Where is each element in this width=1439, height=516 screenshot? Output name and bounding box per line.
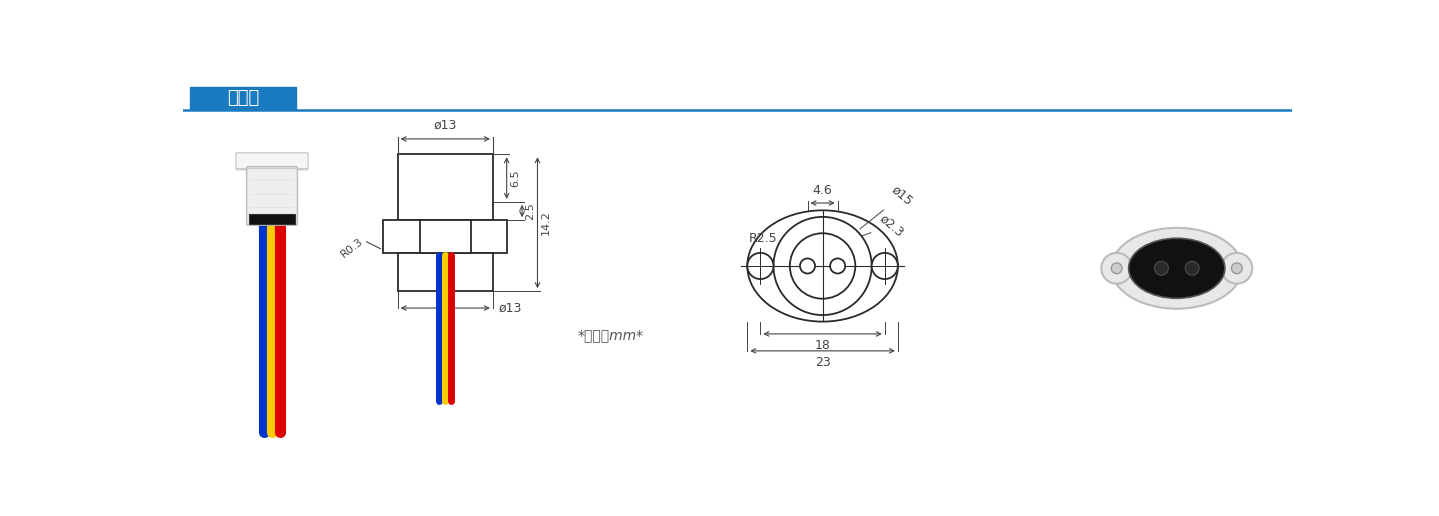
Bar bbox=[383, 220, 508, 253]
Circle shape bbox=[1101, 253, 1132, 284]
Bar bbox=[190, 87, 296, 109]
Circle shape bbox=[790, 233, 855, 299]
Text: 4.6: 4.6 bbox=[813, 184, 832, 197]
Circle shape bbox=[1222, 253, 1252, 284]
Text: R2.5: R2.5 bbox=[748, 232, 777, 245]
Text: R0.3: R0.3 bbox=[340, 236, 366, 260]
Text: ø2.3: ø2.3 bbox=[843, 212, 905, 243]
Circle shape bbox=[1111, 263, 1122, 273]
Ellipse shape bbox=[1128, 238, 1225, 298]
Ellipse shape bbox=[1111, 228, 1242, 309]
Ellipse shape bbox=[747, 211, 898, 321]
Circle shape bbox=[800, 259, 814, 273]
Text: 23: 23 bbox=[814, 356, 830, 369]
Circle shape bbox=[774, 217, 872, 315]
Circle shape bbox=[1154, 261, 1168, 275]
FancyBboxPatch shape bbox=[236, 153, 308, 170]
Bar bbox=[397, 253, 492, 291]
Bar bbox=[420, 220, 471, 253]
Text: *单位：mm*: *单位：mm* bbox=[578, 328, 643, 342]
Circle shape bbox=[872, 253, 898, 279]
Text: 14.2: 14.2 bbox=[541, 211, 551, 235]
Text: 18: 18 bbox=[814, 340, 830, 352]
Text: 6.5: 6.5 bbox=[509, 169, 519, 187]
Text: 2.5: 2.5 bbox=[525, 202, 535, 220]
Circle shape bbox=[1186, 261, 1199, 275]
Text: 尺寸图: 尺寸图 bbox=[226, 89, 259, 107]
Bar bbox=[397, 154, 492, 220]
Circle shape bbox=[747, 253, 774, 279]
Circle shape bbox=[1232, 263, 1242, 273]
FancyBboxPatch shape bbox=[246, 167, 298, 225]
Text: ø13: ø13 bbox=[499, 301, 522, 315]
Bar bbox=[249, 214, 295, 223]
Circle shape bbox=[830, 259, 845, 273]
Text: ø15: ø15 bbox=[861, 183, 915, 229]
Text: 45°: 45° bbox=[807, 224, 826, 234]
Text: ø13: ø13 bbox=[433, 118, 458, 131]
